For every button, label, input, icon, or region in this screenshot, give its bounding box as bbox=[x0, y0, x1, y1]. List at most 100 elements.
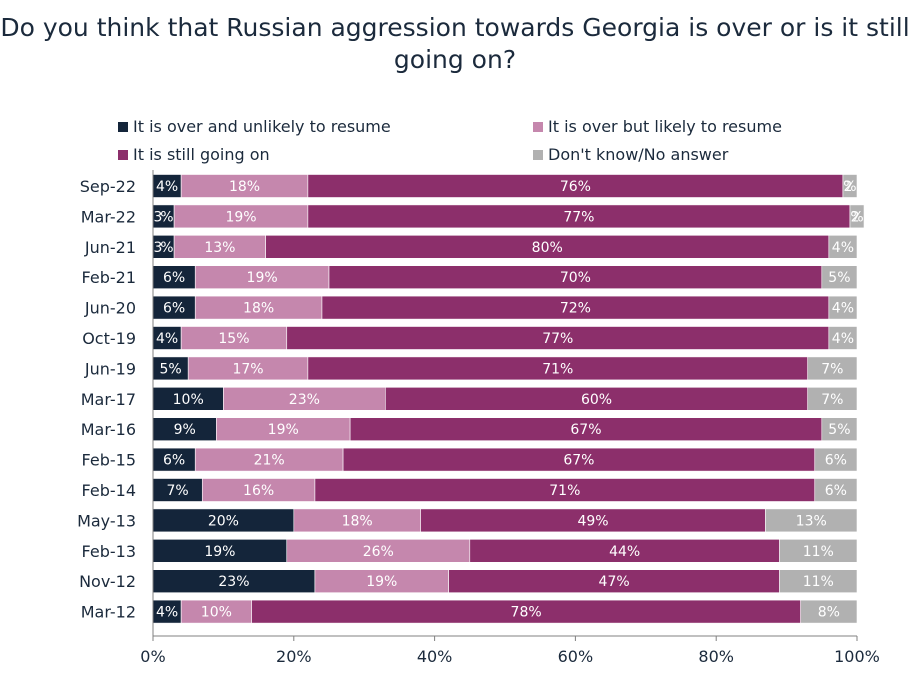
legend-label: It is still going on bbox=[133, 145, 270, 164]
legend-swatch bbox=[533, 150, 543, 160]
data-label: 78% bbox=[511, 605, 542, 621]
category-label: Oct-19 bbox=[82, 329, 136, 348]
data-label: 11% bbox=[803, 544, 834, 560]
bar-segment bbox=[842, 174, 858, 198]
data-label: 60% bbox=[581, 392, 612, 408]
bar-segment bbox=[814, 478, 858, 502]
data-label: 19% bbox=[247, 270, 278, 286]
x-tick-label: 60% bbox=[558, 647, 594, 666]
data-label: 19% bbox=[225, 209, 256, 225]
data-label: 5% bbox=[828, 422, 850, 438]
x-tick-label: 0% bbox=[140, 647, 165, 666]
x-tick-label: 80% bbox=[698, 647, 734, 666]
data-label: 2% bbox=[850, 209, 863, 225]
data-label: 67% bbox=[570, 422, 601, 438]
data-label: 26% bbox=[363, 544, 394, 560]
x-tick-label: 100% bbox=[834, 647, 880, 666]
data-label: 13% bbox=[796, 513, 827, 529]
data-label: 23% bbox=[218, 574, 249, 590]
category-label: Mar-16 bbox=[81, 420, 136, 439]
data-label: 17% bbox=[232, 361, 263, 377]
category-label: Feb-15 bbox=[82, 451, 136, 470]
data-label: 47% bbox=[599, 574, 630, 590]
data-label: 49% bbox=[577, 513, 608, 529]
data-label: 71% bbox=[549, 483, 580, 499]
data-label: 7% bbox=[821, 392, 843, 408]
bar-segment bbox=[779, 538, 858, 563]
data-label: 6% bbox=[163, 301, 185, 317]
data-label: 15% bbox=[218, 331, 249, 347]
data-label: 6% bbox=[163, 270, 185, 286]
data-label: 76% bbox=[560, 179, 591, 195]
data-label: 19% bbox=[204, 544, 235, 560]
data-label: 20% bbox=[208, 513, 239, 529]
category-label: Feb-13 bbox=[82, 542, 136, 561]
data-label: 5% bbox=[828, 270, 850, 286]
bar-segment bbox=[828, 295, 858, 320]
data-label: 4% bbox=[156, 605, 178, 621]
data-label: 18% bbox=[342, 513, 373, 529]
bar-segment bbox=[821, 417, 858, 442]
bar-segment bbox=[765, 508, 858, 533]
x-tick-label: 40% bbox=[417, 647, 453, 666]
data-label: 13% bbox=[204, 240, 235, 256]
data-label: 7% bbox=[821, 361, 843, 377]
legend-swatch bbox=[118, 150, 128, 160]
data-label: 18% bbox=[243, 301, 274, 317]
bar-segment bbox=[779, 569, 858, 594]
bar-segment bbox=[849, 204, 865, 229]
legend-swatch bbox=[118, 122, 128, 132]
data-label: 44% bbox=[609, 544, 640, 560]
data-label: 19% bbox=[366, 574, 397, 590]
category-label: May-13 bbox=[77, 511, 136, 530]
legend-label: Don't know/No answer bbox=[548, 145, 729, 164]
data-label: 7% bbox=[167, 483, 189, 499]
data-label: 77% bbox=[563, 209, 594, 225]
category-label: Jun-20 bbox=[84, 299, 136, 318]
category-label: Sep-22 bbox=[80, 177, 136, 196]
data-label: 5% bbox=[159, 361, 181, 377]
data-label: 4% bbox=[156, 179, 178, 195]
bar-segment bbox=[828, 326, 858, 350]
data-label: 71% bbox=[542, 361, 573, 377]
data-label: 3% bbox=[154, 240, 174, 256]
category-label: Mar-17 bbox=[81, 390, 136, 409]
data-label: 11% bbox=[803, 574, 834, 590]
data-label: 10% bbox=[173, 392, 204, 408]
data-label: 4% bbox=[832, 240, 854, 256]
legend-label: It is over but likely to resume bbox=[548, 117, 782, 136]
category-label: Jun-21 bbox=[84, 238, 136, 257]
data-label: 70% bbox=[560, 270, 591, 286]
bar-segment bbox=[800, 599, 858, 624]
data-label: 16% bbox=[243, 483, 274, 499]
legend-swatch bbox=[533, 122, 543, 132]
data-label: 3% bbox=[154, 209, 174, 225]
data-label: 77% bbox=[542, 331, 573, 347]
category-label: Nov-12 bbox=[79, 572, 136, 591]
category-label: Mar-12 bbox=[81, 603, 136, 622]
legend-label: It is over and unlikely to resume bbox=[133, 117, 391, 136]
category-label: Mar-22 bbox=[81, 207, 136, 226]
data-label: 19% bbox=[268, 422, 299, 438]
data-label: 4% bbox=[156, 331, 178, 347]
category-label: Jun-19 bbox=[84, 359, 136, 378]
data-label: 6% bbox=[825, 483, 847, 499]
data-label: 4% bbox=[832, 331, 854, 347]
data-label: 4% bbox=[832, 301, 854, 317]
category-label: Feb-21 bbox=[82, 268, 136, 287]
chart-title: Do you think that Russian aggression tow… bbox=[0, 13, 910, 74]
data-label: 10% bbox=[201, 605, 232, 621]
bar-segment bbox=[828, 235, 858, 259]
data-label: 80% bbox=[532, 240, 563, 256]
data-label: 23% bbox=[289, 392, 320, 408]
data-label: 9% bbox=[174, 422, 196, 438]
data-label: 2% bbox=[843, 179, 856, 195]
bar-segment bbox=[821, 265, 858, 290]
data-label: 21% bbox=[254, 453, 285, 469]
data-label: 6% bbox=[163, 453, 185, 469]
data-label: 8% bbox=[818, 605, 840, 621]
data-label: 18% bbox=[229, 179, 260, 195]
bar-segment bbox=[814, 447, 858, 472]
data-label: 6% bbox=[825, 453, 847, 469]
